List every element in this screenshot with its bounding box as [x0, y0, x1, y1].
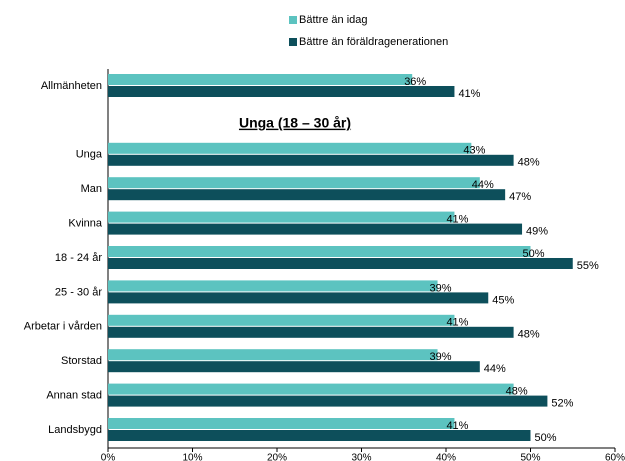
- bar: [108, 326, 514, 338]
- bar: [108, 258, 573, 269]
- value-label: 50%: [523, 248, 545, 260]
- bar: [108, 189, 506, 201]
- y-tick-label: Annan stad: [46, 390, 102, 402]
- x-tick-label: 50%: [520, 453, 540, 461]
- value-label: 41%: [446, 420, 468, 432]
- value-label: 48%: [518, 157, 540, 169]
- y-tick-label: Kvinna: [68, 218, 103, 230]
- value-label: 48%: [518, 329, 540, 341]
- value-label: 49%: [526, 226, 548, 238]
- y-tick-label: Man: [81, 183, 102, 195]
- x-tick-label: 10%: [182, 453, 202, 461]
- bar: [108, 292, 489, 304]
- legend-swatch: [289, 38, 297, 46]
- legend-label: Bättre än idag: [299, 14, 368, 26]
- bar: [108, 383, 514, 395]
- bar: [108, 418, 455, 429]
- value-label: 41%: [446, 317, 468, 329]
- y-tick-label: 25 - 30 år: [55, 286, 102, 298]
- x-tick-label: 40%: [436, 453, 456, 461]
- bar: [108, 314, 455, 326]
- y-tick-label: Landsbygd: [48, 424, 102, 436]
- bar: [108, 74, 413, 85]
- value-label: 50%: [535, 432, 557, 444]
- bar: [108, 142, 472, 154]
- bar: [108, 223, 523, 235]
- bar: [108, 280, 438, 292]
- x-tick-label: 0%: [101, 453, 116, 461]
- value-label: 36%: [404, 76, 426, 88]
- bar: [108, 177, 480, 189]
- x-tick-label: 60%: [605, 453, 625, 461]
- value-label: 39%: [430, 351, 452, 363]
- y-tick-label: Unga: [76, 149, 103, 161]
- value-label: 52%: [551, 398, 573, 410]
- value-label: 45%: [492, 294, 514, 306]
- bar: [108, 430, 531, 441]
- legend-label: Bättre än föräldragenerationen: [299, 36, 448, 48]
- bar: [108, 154, 514, 166]
- value-label: 44%: [484, 363, 506, 375]
- legend-swatch: [289, 16, 297, 24]
- bar: [108, 86, 455, 97]
- y-tick-label: Arbetar i vården: [24, 321, 102, 333]
- bar: [108, 349, 438, 361]
- value-label: 43%: [463, 145, 485, 157]
- x-tick-label: 30%: [351, 453, 371, 461]
- bar: [108, 211, 455, 223]
- bar: [108, 395, 548, 407]
- y-tick-label: Allmänheten: [41, 80, 102, 92]
- value-label: 47%: [509, 191, 531, 203]
- x-tick-label: 20%: [267, 453, 287, 461]
- value-label: 44%: [472, 179, 494, 191]
- value-label: 41%: [446, 214, 468, 226]
- y-tick-label: Storstad: [61, 355, 102, 367]
- bar: [108, 246, 531, 257]
- bar: [108, 361, 480, 373]
- value-label: 39%: [430, 282, 452, 294]
- value-label: 55%: [577, 260, 599, 272]
- value-label: 41%: [458, 88, 480, 100]
- annotation: Unga (18 – 30 år): [239, 115, 351, 131]
- y-tick-label: 18 - 24 år: [55, 252, 102, 264]
- value-label: 48%: [506, 386, 528, 398]
